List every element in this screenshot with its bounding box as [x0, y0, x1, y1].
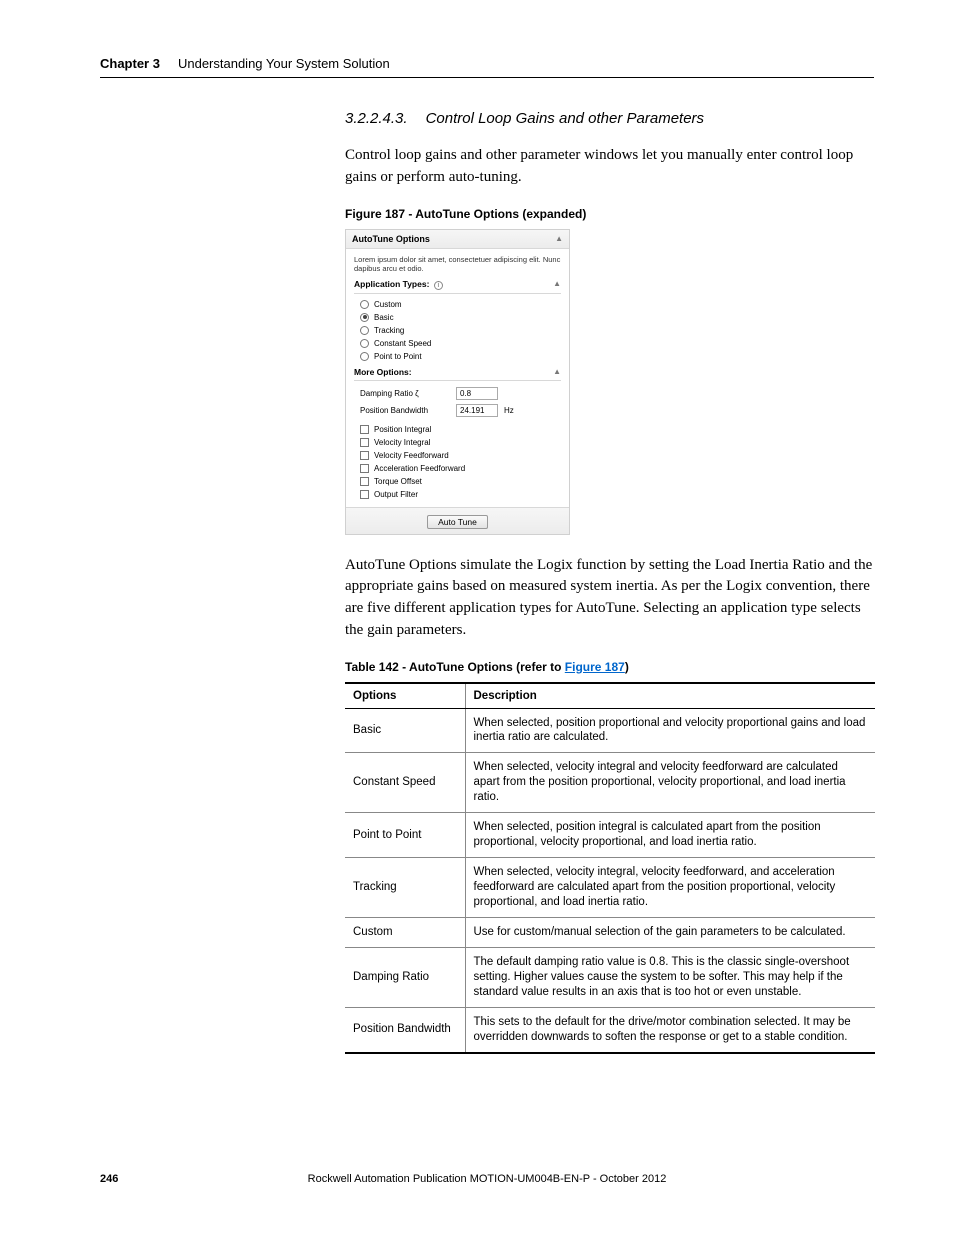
- option-cell: Tracking: [345, 858, 465, 918]
- position-bandwidth-label: Position Bandwidth: [360, 406, 450, 415]
- collapse-icon[interactable]: ▲: [553, 367, 561, 377]
- radio-icon: [360, 300, 369, 309]
- description-cell: This sets to the default for the drive/m…: [465, 1007, 875, 1052]
- option-cell: Constant Speed: [345, 753, 465, 813]
- panel-button-row: Auto Tune: [346, 507, 569, 534]
- paragraph-intro: Control loop gains and other parameter w…: [345, 145, 875, 189]
- more-options-header: More Options: ▲: [354, 367, 561, 381]
- auto-tune-button[interactable]: Auto Tune: [427, 515, 488, 529]
- col-options: Options: [345, 683, 465, 709]
- more-options-label: More Options:: [354, 367, 412, 377]
- autotune-options-table: Options Description BasicWhen selected, …: [345, 682, 875, 1054]
- table-row: TrackingWhen selected, velocity integral…: [345, 858, 875, 918]
- section-title: Control Loop Gains and other Parameters: [426, 110, 705, 127]
- radio-basic[interactable]: Basic: [354, 311, 561, 324]
- check-label: Torque Offset: [374, 477, 422, 486]
- collapse-icon[interactable]: ▲: [555, 234, 563, 243]
- radio-icon: [360, 352, 369, 361]
- description-cell: When selected, position integral is calc…: [465, 813, 875, 858]
- check-acceleration-feedforward[interactable]: Acceleration Feedforward: [354, 462, 561, 475]
- description-cell: When selected, position proportional and…: [465, 708, 875, 753]
- page-number: 246: [100, 1173, 118, 1185]
- position-bandwidth-row: Position Bandwidth 24.191 Hz: [354, 402, 561, 419]
- panel-body: Lorem ipsum dolor sit amet, consectetuer…: [346, 249, 569, 507]
- radio-custom[interactable]: Custom: [354, 298, 561, 311]
- radio-constant-speed[interactable]: Constant Speed: [354, 337, 561, 350]
- option-cell: Custom: [345, 917, 465, 947]
- panel-description: Lorem ipsum dolor sit amet, consectetuer…: [354, 255, 561, 273]
- option-cell: Position Bandwidth: [345, 1007, 465, 1052]
- check-label: Position Integral: [374, 425, 431, 434]
- table-row: Point to PointWhen selected, position in…: [345, 813, 875, 858]
- description-cell: When selected, velocity integral and vel…: [465, 753, 875, 813]
- col-description: Description: [465, 683, 875, 709]
- radio-icon: [360, 313, 369, 322]
- check-label: Output Filter: [374, 490, 418, 499]
- table-caption: Table 142 - AutoTune Options (refer to F…: [345, 660, 875, 674]
- chapter-label: Chapter 3: [100, 56, 160, 71]
- check-label: Velocity Feedforward: [374, 451, 449, 460]
- description-cell: When selected, velocity integral, veloci…: [465, 858, 875, 918]
- table-caption-prefix: Table 142 - AutoTune Options (refer to: [345, 660, 565, 674]
- radio-label: Tracking: [374, 326, 404, 335]
- radio-icon: [360, 326, 369, 335]
- checkbox-icon: [360, 464, 369, 473]
- figure-link[interactable]: Figure 187: [565, 660, 625, 674]
- damping-ratio-row: Damping Ratio ζ 0.8: [354, 385, 561, 402]
- option-cell: Damping Ratio: [345, 947, 465, 1007]
- radio-tracking[interactable]: Tracking: [354, 324, 561, 337]
- damping-ratio-input[interactable]: 0.8: [456, 387, 498, 400]
- radio-icon: [360, 339, 369, 348]
- main-content: 3.2.2.4.3. Control Loop Gains and other …: [345, 110, 875, 1054]
- figure-caption: Figure 187 - AutoTune Options (expanded): [345, 207, 875, 221]
- checkbox-icon: [360, 425, 369, 434]
- section-number: 3.2.2.4.3.: [345, 110, 408, 127]
- publication-line: Rockwell Automation Publication MOTION-U…: [308, 1173, 667, 1185]
- position-bandwidth-unit: Hz: [504, 406, 514, 415]
- check-velocity-integral[interactable]: Velocity Integral: [354, 436, 561, 449]
- application-types-header: Application Types: i ▲: [354, 279, 561, 294]
- chapter-title: Understanding Your System Solution: [178, 56, 390, 71]
- check-output-filter[interactable]: Output Filter: [354, 488, 561, 501]
- table-caption-suffix: ): [625, 660, 629, 674]
- radio-label: Custom: [374, 300, 402, 309]
- table-row: CustomUse for custom/manual selection of…: [345, 917, 875, 947]
- table-row: BasicWhen selected, position proportiona…: [345, 708, 875, 753]
- checkbox-icon: [360, 477, 369, 486]
- page-header: Chapter 3 Understanding Your System Solu…: [100, 56, 874, 78]
- description-cell: The default damping ratio value is 0.8. …: [465, 947, 875, 1007]
- option-cell: Basic: [345, 708, 465, 753]
- check-label: Acceleration Feedforward: [374, 464, 465, 473]
- section-heading: 3.2.2.4.3. Control Loop Gains and other …: [345, 110, 875, 127]
- radio-label: Point to Point: [374, 352, 422, 361]
- check-position-integral[interactable]: Position Integral: [354, 423, 561, 436]
- checkbox-icon: [360, 490, 369, 499]
- check-torque-offset[interactable]: Torque Offset: [354, 475, 561, 488]
- option-cell: Point to Point: [345, 813, 465, 858]
- table-row: Damping RatioThe default damping ratio v…: [345, 947, 875, 1007]
- radio-label: Constant Speed: [374, 339, 431, 348]
- table-row: Position BandwidthThis sets to the defau…: [345, 1007, 875, 1052]
- radio-point-to-point[interactable]: Point to Point: [354, 350, 561, 363]
- table-row: Constant SpeedWhen selected, velocity in…: [345, 753, 875, 813]
- application-types-label: Application Types:: [354, 279, 429, 289]
- info-icon[interactable]: i: [434, 281, 443, 290]
- position-bandwidth-input[interactable]: 24.191: [456, 404, 498, 417]
- page-footer: 246 Rockwell Automation Publication MOTI…: [100, 1173, 874, 1185]
- check-velocity-feedforward[interactable]: Velocity Feedforward: [354, 449, 561, 462]
- checkbox-icon: [360, 438, 369, 447]
- panel-title: AutoTune Options: [352, 234, 430, 244]
- damping-ratio-label: Damping Ratio ζ: [360, 389, 450, 398]
- panel-header[interactable]: AutoTune Options ▲: [346, 230, 569, 249]
- collapse-icon[interactable]: ▲: [553, 279, 561, 290]
- radio-label: Basic: [374, 313, 394, 322]
- check-label: Velocity Integral: [374, 438, 430, 447]
- description-cell: Use for custom/manual selection of the g…: [465, 917, 875, 947]
- checkbox-icon: [360, 451, 369, 460]
- autotune-panel: AutoTune Options ▲ Lorem ipsum dolor sit…: [345, 229, 570, 535]
- paragraph-autotune: AutoTune Options simulate the Logix func…: [345, 555, 875, 642]
